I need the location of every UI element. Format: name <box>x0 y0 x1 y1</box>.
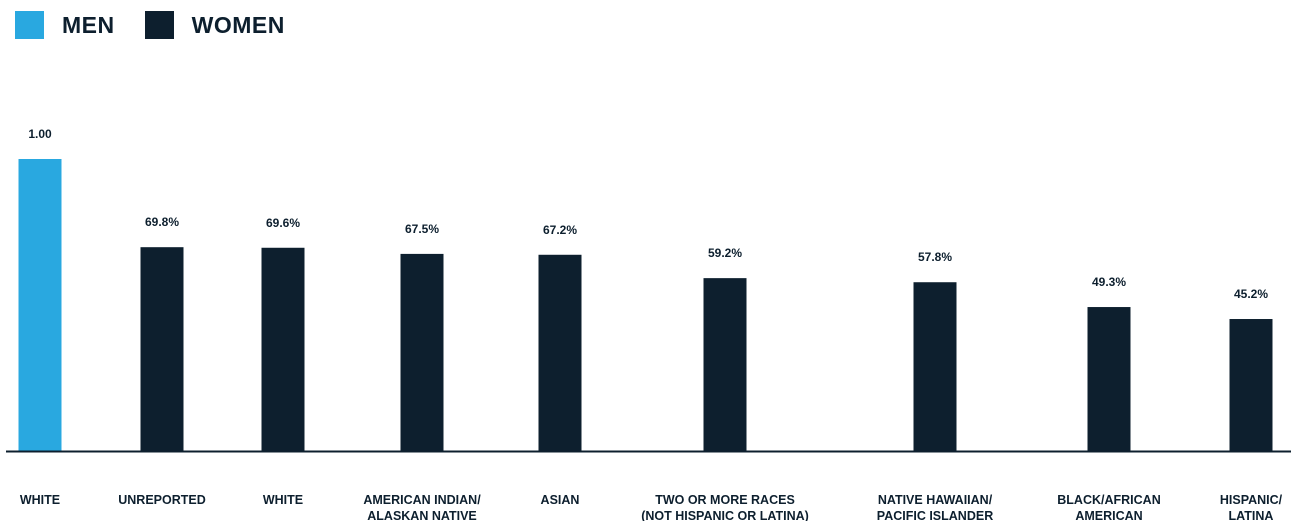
category-label-line: (NOT HISPANIC OR LATINA) <box>641 509 809 521</box>
bar-value-label: 67.5% <box>405 222 439 236</box>
category-label: UNREPORTED <box>118 493 206 507</box>
category-label: AMERICAN INDIAN/ALASKAN NATIVE <box>363 493 481 521</box>
bar <box>538 254 582 451</box>
legend: MEN WOMEN <box>15 10 315 40</box>
category-label: WHITE <box>20 493 60 507</box>
bar <box>913 282 957 451</box>
category-label-line: AMERICAN <box>1075 509 1142 521</box>
legend-item-women: WOMEN <box>144 11 285 39</box>
legend-swatch-men <box>15 11 44 39</box>
category-label-line: WHITE <box>20 493 60 507</box>
bar-value-label: 45.2% <box>1234 287 1268 301</box>
bar <box>1229 319 1273 451</box>
bar <box>18 159 62 451</box>
bar <box>703 278 747 451</box>
category-label-line: UNREPORTED <box>118 493 206 507</box>
category-label-line: TWO OR MORE RACES <box>655 493 795 507</box>
category-label-line: AMERICAN INDIAN/ <box>363 493 481 507</box>
bar-value-label: 49.3% <box>1092 275 1126 289</box>
bar-value-label: 59.2% <box>708 246 742 260</box>
category-label: TWO OR MORE RACES (NOT HISPANIC OR LATINA… <box>641 493 809 521</box>
bar <box>1087 307 1131 451</box>
bar-value-label: 57.8% <box>918 250 952 264</box>
bar-value-label: 69.6% <box>266 216 300 230</box>
category-label: NATIVE HAWAIIAN/PACIFIC ISLANDER <box>877 493 993 521</box>
category-label-line: WHITE <box>263 493 303 507</box>
legend-item-men: MEN <box>15 11 115 39</box>
bar-value-label: 1.00 <box>28 127 52 141</box>
category-label: BLACK/AFRICAN AMERICAN <box>1057 493 1160 521</box>
category-label-line: HISPANIC/ <box>1220 493 1283 507</box>
bar-value-label: 67.2% <box>543 223 577 237</box>
legend-label-women: WOMEN <box>191 11 285 38</box>
bar <box>261 247 305 451</box>
category-label: WHITE <box>263 493 303 507</box>
legend-swatch-women <box>144 11 174 39</box>
category-label-line: LATINA <box>1229 509 1274 521</box>
category-label-line: ALASKAN NATIVE <box>367 509 477 521</box>
category-label-line: NATIVE HAWAIIAN/ <box>878 493 993 507</box>
category-label: ASIAN <box>541 493 580 507</box>
bar <box>140 247 184 451</box>
category-label-line: BLACK/AFRICAN <box>1057 493 1160 507</box>
bar-value-label: 69.8% <box>145 215 179 229</box>
category-label: HISPANIC/LATINA <box>1220 493 1283 521</box>
bar <box>400 253 444 451</box>
legend-label-men: MEN <box>62 11 115 38</box>
category-label-line: ASIAN <box>541 493 580 507</box>
category-label-line: PACIFIC ISLANDER <box>877 509 993 521</box>
